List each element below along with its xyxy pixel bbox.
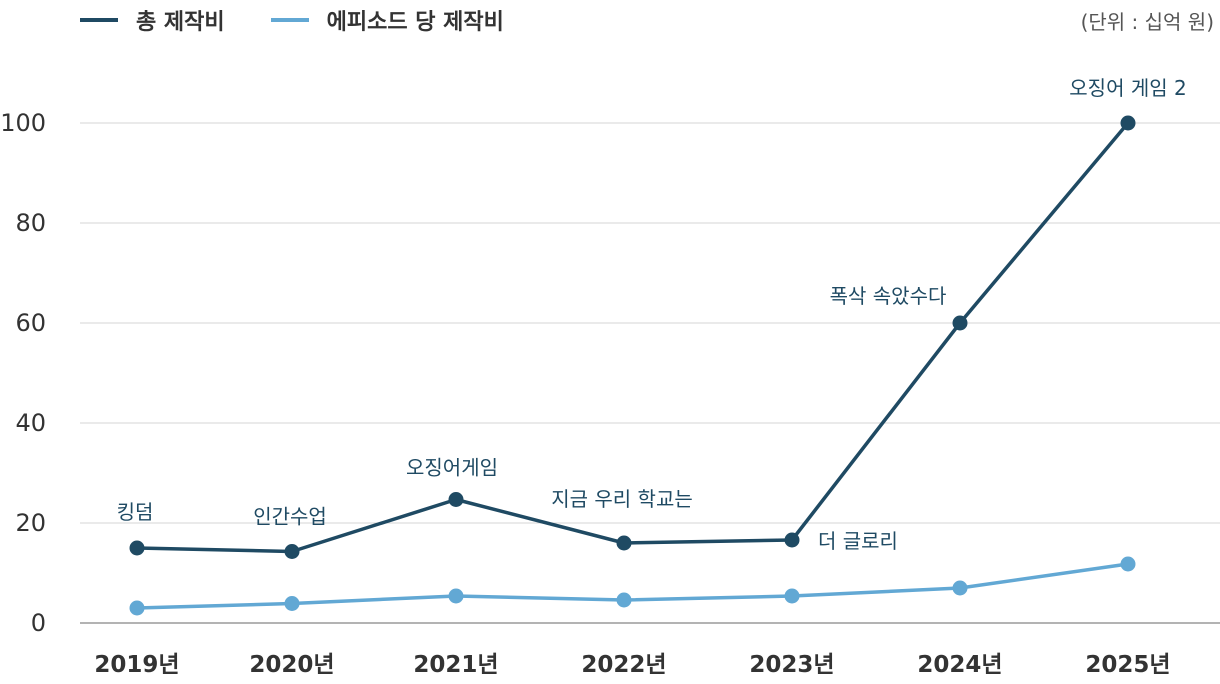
data-point-total	[285, 544, 300, 559]
x-tick-label: 2024년	[917, 652, 1002, 678]
data-point-total	[449, 492, 464, 507]
y-tick-label: 60	[15, 309, 46, 337]
data-point-episode	[953, 581, 968, 596]
data-point-episode	[785, 589, 800, 604]
point-annotation: 폭삭 속았수다	[830, 284, 947, 308]
point-annotation: 인간수업	[253, 505, 327, 529]
data-point-total	[785, 533, 800, 548]
x-tick-label: 2019년	[94, 652, 179, 678]
y-tick-label: 80	[15, 209, 46, 237]
point-annotation: 지금 우리 학교는	[551, 487, 693, 511]
x-tick-label: 2022년	[581, 652, 666, 678]
point-annotation: 더 글로리	[818, 529, 898, 553]
data-point-episode	[1121, 557, 1136, 572]
y-tick-label: 0	[31, 609, 46, 637]
data-point-total	[1121, 116, 1136, 131]
y-tick-label: 20	[15, 509, 46, 537]
data-point-episode	[130, 601, 145, 616]
data-point-total	[953, 316, 968, 331]
data-point-total	[617, 536, 632, 551]
point-annotation: 오징어게임	[406, 456, 498, 480]
y-tick-label: 100	[0, 109, 46, 137]
y-tick-label: 40	[15, 409, 46, 437]
x-tick-label: 2023년	[749, 652, 834, 678]
data-point-total	[130, 541, 145, 556]
data-point-episode	[285, 596, 300, 611]
data-point-episode	[617, 593, 632, 608]
x-tick-label: 2021년	[413, 652, 498, 678]
data-point-episode	[449, 589, 464, 604]
point-annotation: 킹덤	[117, 500, 154, 524]
point-annotation: 오징어 게임 2	[1069, 76, 1186, 100]
x-tick-label: 2025년	[1085, 652, 1170, 678]
x-tick-label: 2020년	[249, 652, 334, 678]
